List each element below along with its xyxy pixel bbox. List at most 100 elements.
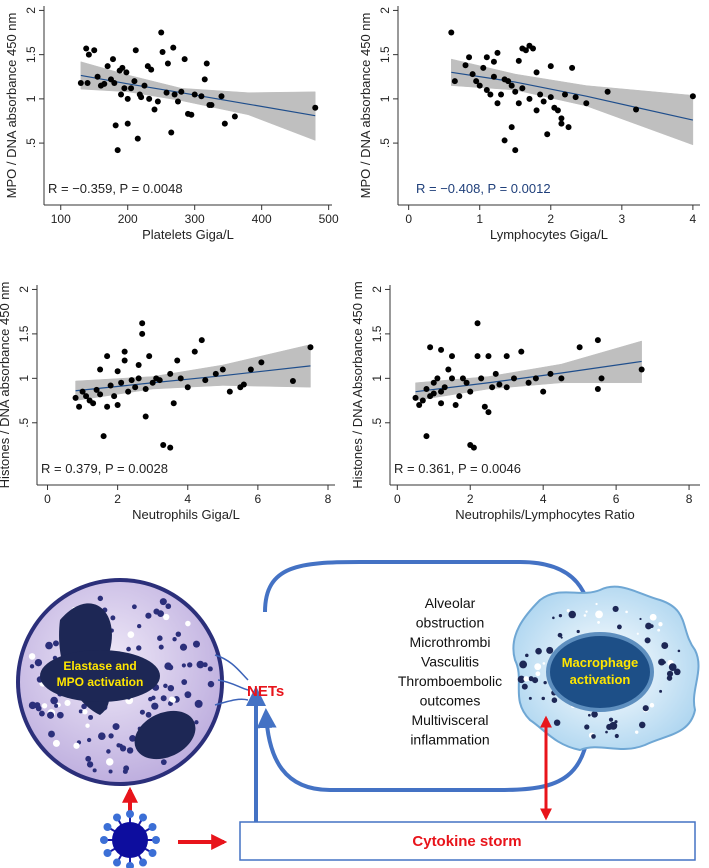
point — [111, 393, 118, 400]
spike-head — [103, 823, 112, 831]
granule — [165, 603, 172, 610]
point — [101, 80, 108, 87]
granule — [639, 617, 642, 621]
granule — [106, 758, 114, 766]
spike-head — [103, 849, 112, 857]
point — [198, 337, 205, 344]
x-axis-title: Lymphocytes Giga/L — [490, 227, 608, 242]
point — [79, 388, 86, 395]
granule — [28, 653, 36, 660]
granule — [127, 631, 135, 638]
granule — [649, 702, 655, 708]
point — [203, 60, 210, 67]
x-tick-label: 0 — [405, 212, 412, 226]
granule — [534, 663, 542, 671]
point — [97, 391, 104, 398]
granule — [568, 610, 577, 619]
x-tick-label: 0 — [394, 492, 401, 506]
point — [131, 78, 138, 85]
point — [462, 62, 469, 69]
point — [485, 353, 492, 360]
nucleus-lobe — [40, 650, 160, 702]
granule — [528, 676, 534, 682]
granule — [160, 759, 167, 766]
point — [171, 91, 178, 98]
point — [135, 362, 142, 368]
spike-head — [139, 858, 147, 867]
point — [146, 95, 153, 102]
x-tick-label: 2 — [467, 492, 474, 506]
granule — [535, 671, 541, 677]
point — [416, 402, 423, 408]
granule — [163, 613, 170, 621]
point — [466, 54, 473, 61]
granule — [169, 696, 175, 702]
point — [474, 353, 481, 360]
granule — [45, 641, 53, 650]
point — [452, 402, 459, 408]
granule — [634, 730, 639, 734]
point — [219, 366, 226, 373]
point — [100, 433, 107, 440]
granule — [192, 640, 200, 648]
point — [289, 378, 296, 384]
granule — [151, 695, 156, 701]
granule — [28, 701, 37, 710]
granule — [207, 680, 215, 688]
confidence-band — [514, 73, 587, 107]
granule — [552, 616, 555, 620]
nets-label: NETs — [247, 683, 284, 700]
point — [104, 403, 111, 410]
fit-line — [75, 365, 311, 392]
y-tick-label: .5 — [17, 417, 31, 427]
point — [494, 49, 501, 56]
granule — [535, 647, 542, 655]
point — [419, 397, 426, 404]
point — [247, 366, 254, 373]
point — [522, 47, 529, 54]
granule — [118, 743, 123, 749]
point — [449, 375, 455, 382]
outcome-line: obstruction — [416, 615, 484, 631]
point — [689, 93, 696, 100]
point — [114, 147, 121, 154]
granule — [608, 717, 614, 722]
point — [511, 375, 517, 382]
confidence-band — [451, 58, 516, 91]
point — [430, 390, 437, 397]
point — [184, 384, 191, 391]
virus — [100, 810, 160, 868]
neutrophil-label: MPO activation — [57, 675, 144, 689]
point — [503, 353, 510, 360]
point — [118, 91, 125, 98]
x-tick-label: 1 — [476, 212, 483, 226]
point — [77, 79, 84, 86]
outcome-line: inflammation — [410, 732, 489, 748]
point — [202, 377, 209, 384]
point — [558, 375, 565, 382]
point — [212, 370, 219, 377]
point — [473, 78, 480, 85]
point — [449, 353, 455, 360]
point — [90, 400, 97, 407]
granule — [112, 723, 120, 731]
point — [445, 366, 452, 373]
outcome-line: outcomes — [420, 693, 481, 709]
point — [104, 63, 111, 70]
net-strands — [214, 654, 249, 706]
point — [201, 76, 208, 83]
granule — [658, 622, 663, 627]
granule — [184, 691, 192, 699]
granule — [39, 710, 45, 717]
granule — [35, 705, 42, 712]
y-tick-label: 2 — [24, 7, 38, 14]
point — [168, 129, 175, 136]
point — [544, 131, 551, 138]
point — [128, 85, 135, 92]
point — [167, 444, 174, 451]
granule — [591, 734, 596, 739]
granule — [175, 631, 182, 637]
point — [532, 375, 539, 382]
granule — [558, 614, 563, 618]
granule — [673, 668, 681, 676]
